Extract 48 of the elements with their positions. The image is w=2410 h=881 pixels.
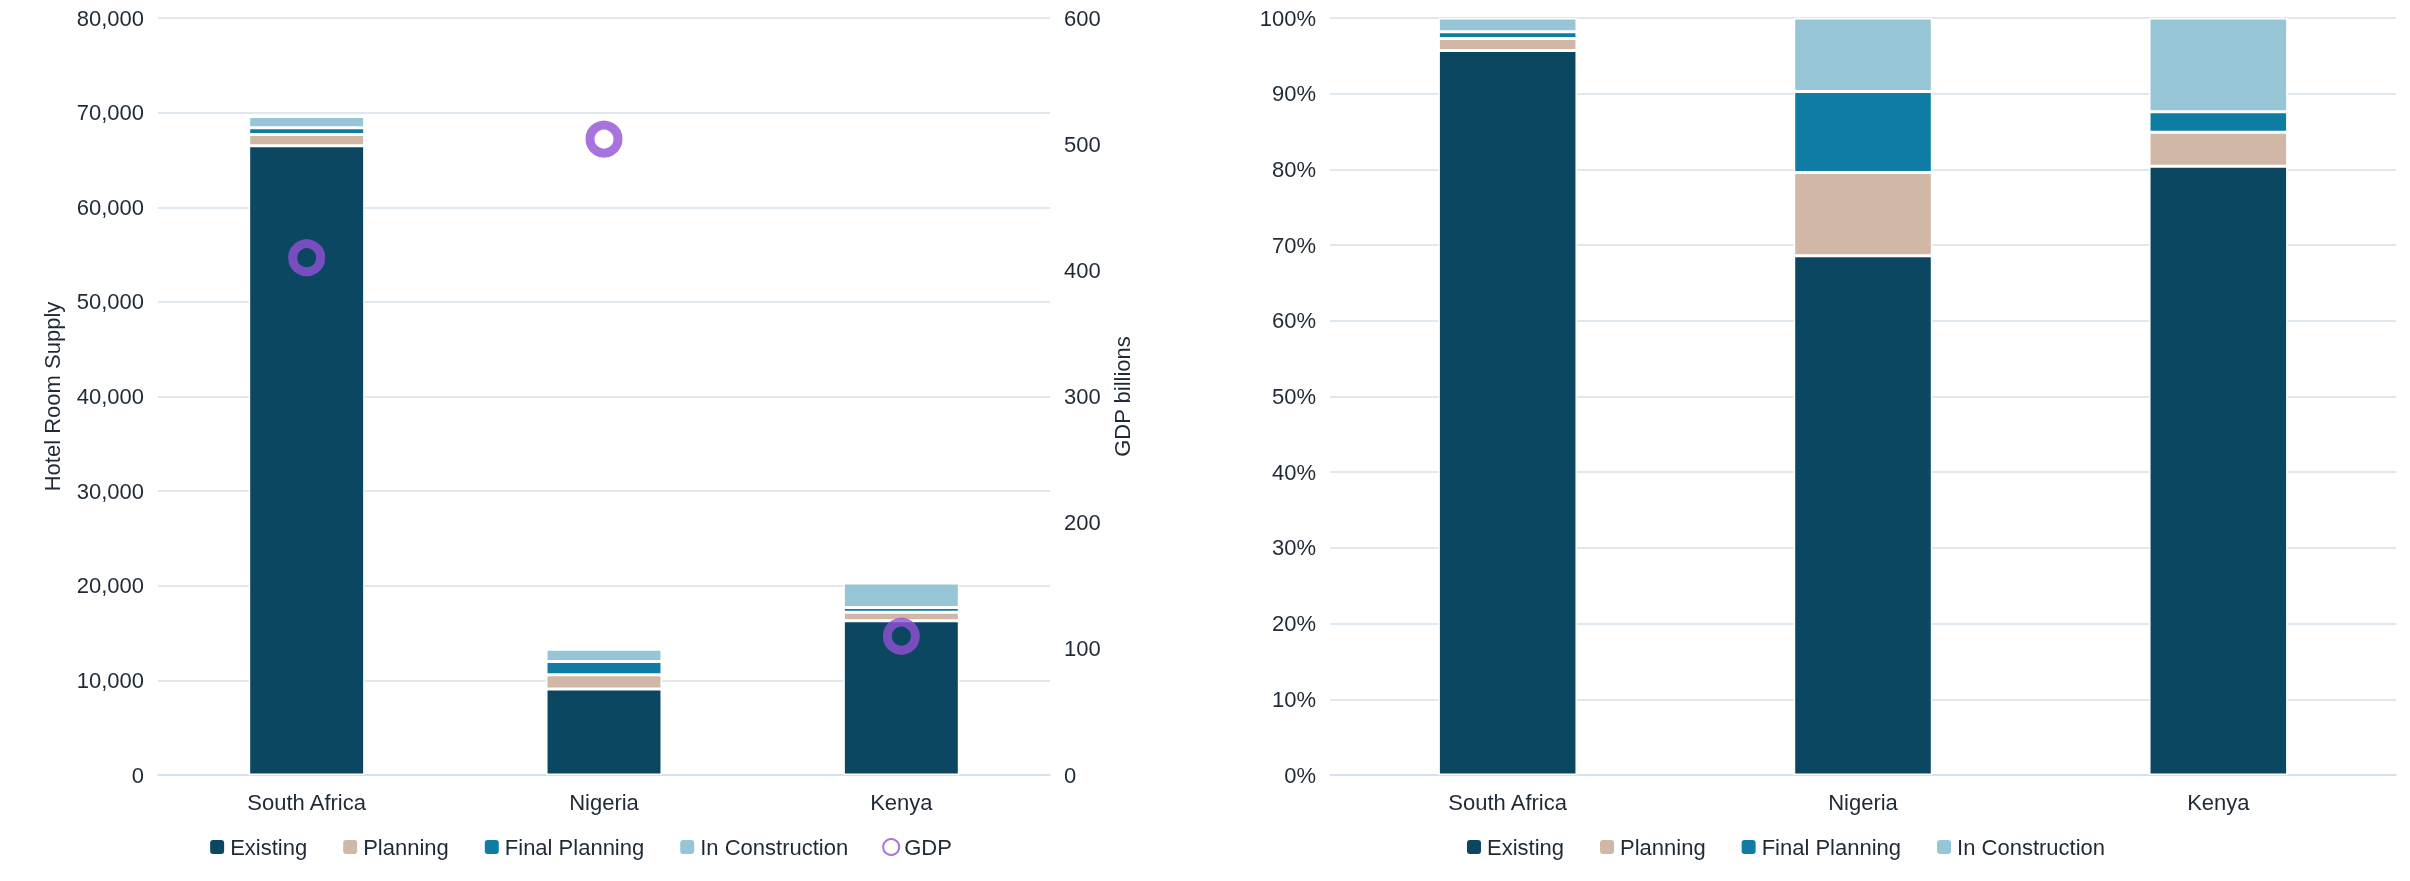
y-tick-label: 60,000: [76, 194, 144, 220]
legend-label: In Construction: [700, 834, 849, 860]
y-tick-label: 70%: [1271, 232, 1316, 258]
y2-tick-label: 400: [1064, 257, 1101, 283]
legend-label: Planning: [363, 834, 449, 860]
y-tick-label: 20%: [1271, 611, 1316, 637]
x-tick-label: Nigeria: [1828, 789, 1899, 815]
x-tick-label: Nigeria: [569, 789, 640, 815]
x-tick-label: Kenya: [870, 789, 934, 815]
y-tick-label: 50,000: [76, 289, 144, 315]
y2-tick-label: 200: [1064, 510, 1101, 536]
y-tick-label: 0%: [1284, 762, 1316, 788]
y-tick-label: 40,000: [76, 384, 144, 409]
y2-tick-label: 500: [1064, 131, 1101, 157]
point: [882, 617, 920, 655]
y-tick-label: 40%: [1271, 459, 1316, 485]
y2-tick-label: 100: [1064, 636, 1101, 662]
legend-label: Existing: [1486, 834, 1565, 860]
y2-tick-label: 0: [1064, 762, 1077, 788]
legend-label: GDP: [904, 834, 952, 860]
y-tick-label: 30%: [1271, 535, 1316, 561]
x-tick-label: Kenya: [2187, 789, 2251, 815]
y-tick-label: 90%: [1271, 81, 1316, 107]
y-tick-label: 30,000: [76, 478, 144, 504]
legend-label: Planning: [1620, 834, 1706, 860]
y2-tick-label: 300: [1064, 384, 1101, 409]
y-tick-label: 60%: [1271, 308, 1316, 334]
y-tick-label: 80,000: [76, 5, 144, 31]
y-tick-label: 70,000: [76, 100, 144, 126]
point: [585, 120, 623, 158]
y2-tick-label: 600: [1064, 5, 1101, 31]
y-tick-label: 0: [131, 762, 144, 788]
x-tick-label: South Africa: [247, 789, 367, 815]
y-tick-label: 10%: [1271, 686, 1316, 712]
bar: [843, 582, 960, 608]
legend-label: In Construction: [1957, 834, 2106, 860]
y-axis-title: Hotel Room Supply: [39, 301, 65, 492]
legend-label: Existing: [230, 834, 308, 860]
point: [288, 239, 326, 277]
y-tick-label: 80%: [1271, 156, 1316, 182]
y-tick-label: 10,000: [76, 667, 144, 693]
y-tick-label: 50%: [1271, 384, 1316, 409]
x-tick-label: South Africa: [1448, 789, 1568, 815]
y2-axis-title: GDP billions: [1110, 336, 1136, 457]
legend-label: Final Planning: [504, 834, 645, 860]
legend-label: Final Planning: [1761, 834, 1902, 860]
y-tick-label: 20,000: [76, 573, 144, 599]
y-tick-label: 100%: [1259, 5, 1316, 31]
